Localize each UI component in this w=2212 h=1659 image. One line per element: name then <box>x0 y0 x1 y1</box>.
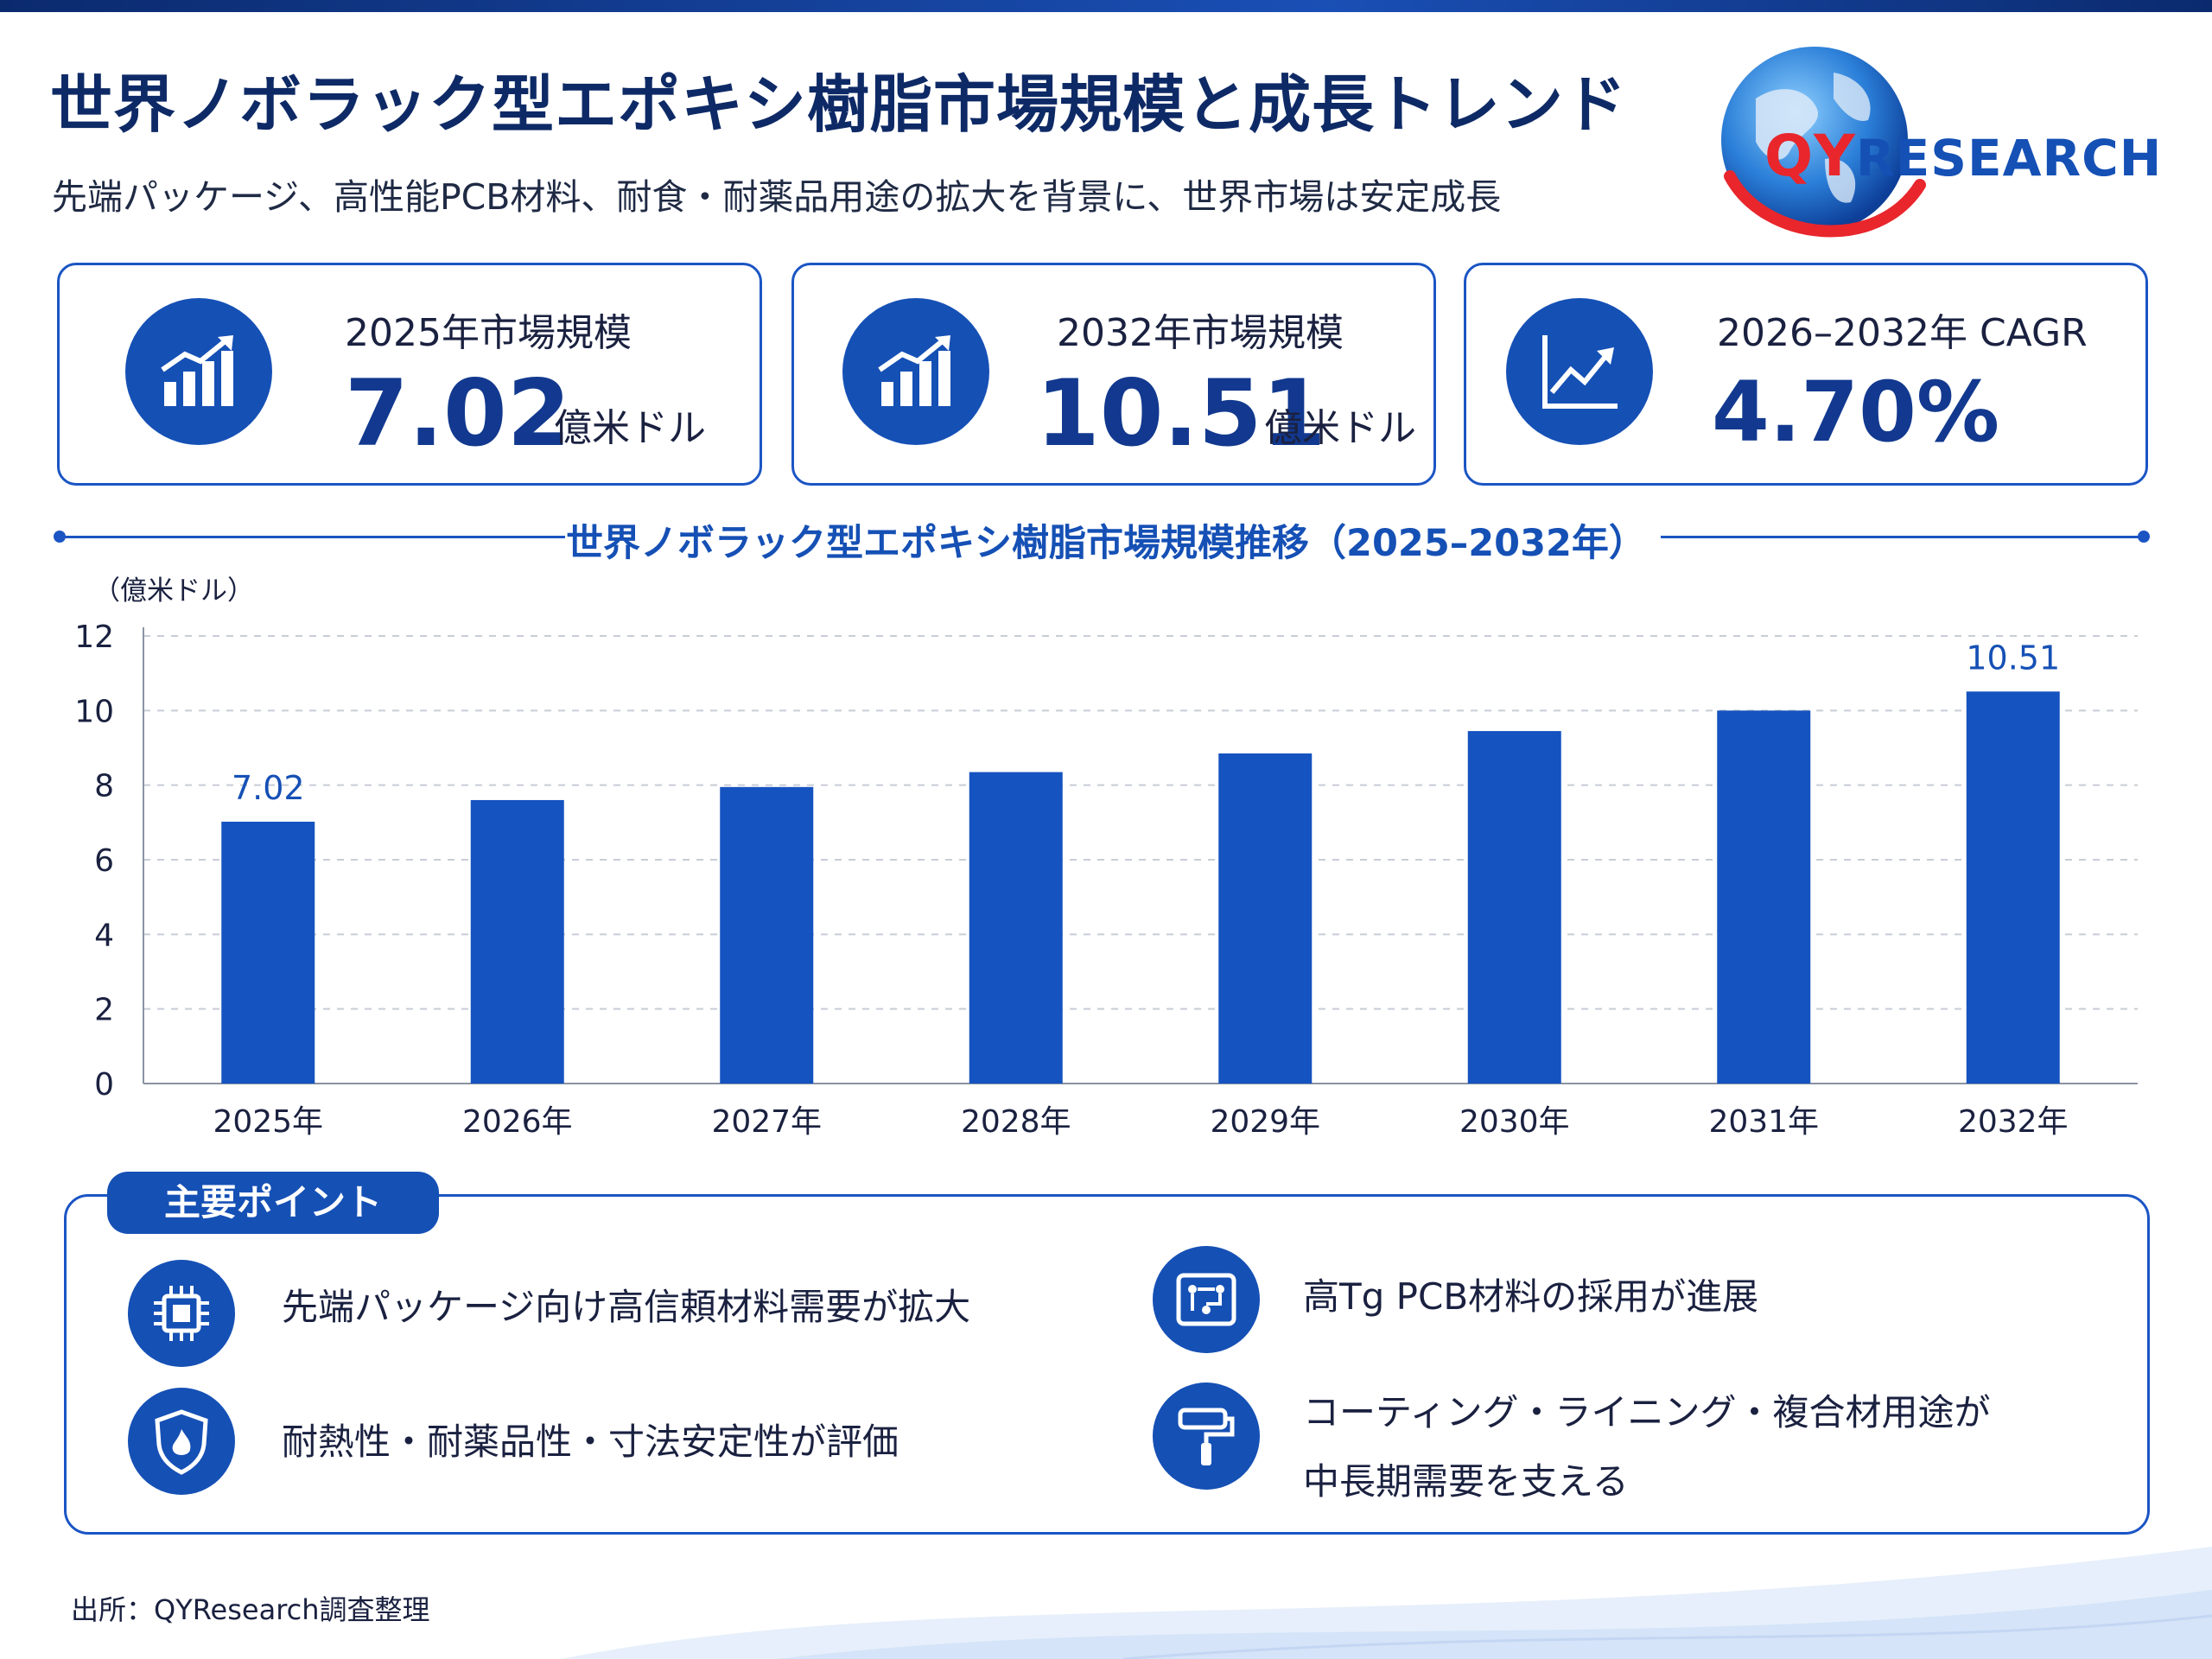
y-tick-label: 8 <box>94 769 114 804</box>
data-label: 7.02 <box>232 769 305 807</box>
y-axis-label: （億米ドル） <box>93 575 254 607</box>
x-tick-label: 2030年 <box>1459 1104 1570 1140</box>
page-subtitle: 先端パッケージ、高性能PCB材料、耐食・耐薬品用途の拡大を背景に、世界市場は安定… <box>52 176 1502 218</box>
key-points-heading: 主要ポイント <box>107 1172 439 1234</box>
key-point-text: 先端パッケージ向け高信頼材料需要が拡大 <box>282 1286 971 1328</box>
bar-growth-icon <box>125 298 272 445</box>
data-label: 10.51 <box>1966 639 2060 677</box>
top-accent-bar <box>0 0 2212 12</box>
bar <box>221 821 315 1084</box>
bar <box>470 799 564 1084</box>
chip-icon <box>128 1260 235 1367</box>
x-tick-label: 2025年 <box>213 1104 323 1140</box>
kpi-card-2032: 2032年市場規模 10.51 億米ドル <box>791 263 1436 486</box>
chart-title-rule-right <box>1661 536 2143 538</box>
kpi-value: 10.51 <box>1036 360 1326 467</box>
bar <box>1467 731 1561 1084</box>
kpi-card-cagr: 2026–2032年 CAGR 4.70% <box>1464 263 2148 486</box>
bar <box>1218 753 1313 1084</box>
source-note: 出所：QYResearch調査整理 <box>71 1593 430 1626</box>
chart-title: 世界ノボラック型エポキシ樹脂市場規模推移（2025–2032年） <box>566 522 1646 565</box>
bar <box>1717 710 1811 1084</box>
key-points-panel <box>64 1194 2150 1535</box>
bar-chart: （億米ドル） 0 2 4 6 8 10 12 2025年 7.02 2026年 2027年 2028年 2… <box>74 575 2138 1140</box>
kpi-unit: 億米ドル <box>554 406 706 450</box>
kpi-unit: 億米ドル <box>1264 406 1416 450</box>
logo-text-qy: QY <box>1764 123 1856 189</box>
x-tick-label: 2031年 <box>1708 1104 1819 1140</box>
bar <box>969 772 1063 1084</box>
key-point-text: 高Tg PCB材料の採用が進展 <box>1303 1275 1759 1318</box>
x-tick-label: 2027年 <box>711 1104 822 1140</box>
page-title: 世界ノボラック型エポキシ樹脂市場規模と成長トレンド <box>50 68 1628 141</box>
logo-text-research: RESEARCH <box>1855 129 2163 188</box>
chart-title-rule-dot-right <box>2138 531 2150 543</box>
x-tick-label: 2028年 <box>961 1104 1071 1140</box>
line-trend-icon <box>1506 298 1653 445</box>
bar <box>1966 691 2060 1084</box>
globe-icon <box>1721 47 1926 238</box>
kpi-label: 2032年市場規模 <box>1057 311 1344 355</box>
kpi-value: 7.02 <box>345 360 571 467</box>
key-point-text: コーティング・ライニング・複合材用途が 中長期需要を支える <box>1303 1388 1990 1507</box>
bar-growth-icon <box>842 298 989 445</box>
y-tick-label: 4 <box>94 918 114 953</box>
bar <box>720 786 814 1084</box>
chart-title-rule-left <box>59 536 565 538</box>
key-point-line: 中長期需要を支える <box>1303 1460 1629 1503</box>
y-tick-label: 10 <box>74 694 114 729</box>
kpi-label: 2026–2032年 CAGR <box>1717 311 2088 355</box>
kpi-card-2025: 2025年市場規模 7.02 億米ドル <box>57 263 762 486</box>
paint-roller-icon <box>1153 1382 1260 1490</box>
y-tick-label: 6 <box>94 843 114 879</box>
key-point-text: 耐熱性・耐薬品性・寸法安定性が評価 <box>282 1421 899 1463</box>
circuit-board-icon <box>1153 1246 1260 1353</box>
shield-fire-icon <box>128 1388 235 1495</box>
y-tick-label: 2 <box>94 993 114 1028</box>
y-tick-label: 0 <box>94 1067 114 1103</box>
kpi-label: 2025年市場規模 <box>345 311 632 355</box>
x-tick-label: 2029年 <box>1210 1104 1320 1140</box>
key-point-line: コーティング・ライニング・複合材用途が <box>1303 1391 1991 1433</box>
qyresearch-logo: QYRESEARCH <box>1704 38 2161 245</box>
kpi-value: 4.70% <box>1712 364 2000 461</box>
y-tick-label: 12 <box>74 620 114 655</box>
x-tick-label: 2026年 <box>462 1104 573 1140</box>
x-tick-label: 2032年 <box>1958 1104 2069 1140</box>
